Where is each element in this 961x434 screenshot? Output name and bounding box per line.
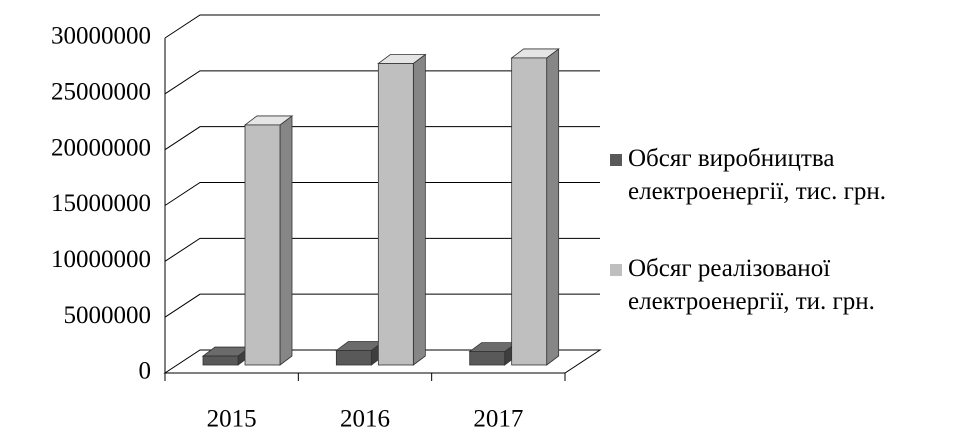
legend-swatch [610,154,622,166]
legend-swatch [610,264,622,276]
grid-line [164,182,600,206]
y-tick-label: 15000000 [51,190,151,217]
bar [468,341,518,366]
bar-front [202,355,239,366]
grid-line [164,14,600,39]
legend-label: Обсяг реалізованої електроенергії, ти. гр… [628,255,875,315]
y-tick-label: 25000000 [51,79,151,106]
grid-line [164,70,600,95]
bar-front [244,124,281,366]
y-tick-label: 30000000 [51,23,151,50]
grid-line [164,126,600,151]
bar-side [546,48,560,366]
bar [377,53,427,366]
y-tick-label: 5000000 [64,302,152,329]
x-tick-label: 2017 [473,406,523,433]
bar-front [377,63,414,366]
grid-line [164,237,600,262]
x-tick-label: 2015 [207,406,257,433]
y-tick-label: 0 [139,358,152,385]
bar [335,340,385,366]
bar-front [511,57,548,366]
bar [243,115,294,366]
bar-side [279,115,293,366]
x-tick-label: 2016 [340,406,390,433]
legend-label: Обсяг виробництва електроенергії, тис. гр… [628,145,886,205]
bar [510,48,560,366]
y-tick-label: 10000000 [51,246,151,273]
bar-side [412,53,426,366]
y-tick-label: 20000000 [51,134,151,161]
bar-front [469,351,506,366]
grid-line [164,293,600,318]
bar-front [335,350,372,366]
